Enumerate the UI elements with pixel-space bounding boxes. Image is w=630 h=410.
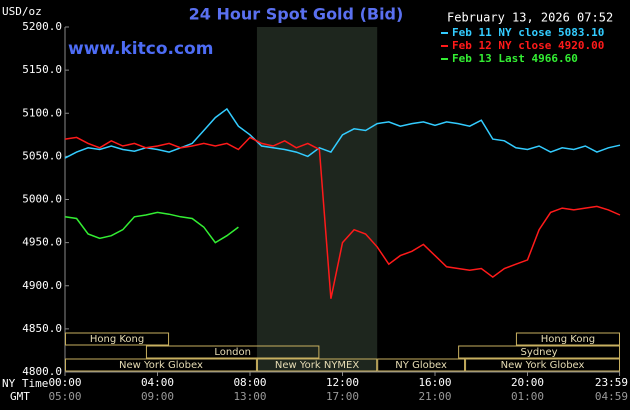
session-label: New York NYMEX: [275, 360, 360, 371]
y-tick-label: 5200.0: [22, 20, 62, 33]
x-tick-label: 12:00: [326, 376, 359, 389]
x2-tick-label: 05:00: [48, 390, 81, 403]
x-tick-label: 00:00: [48, 376, 81, 389]
y-tick-label: 5100.0: [22, 106, 62, 119]
session-box: [458, 345, 620, 359]
session-box: [65, 358, 257, 372]
session-label: New York Globex: [501, 360, 585, 371]
timestamp: February 13, 2026 07:52: [447, 11, 613, 25]
x2-tick-label: 13:00: [233, 390, 266, 403]
legend-label: Feb 11 NY close 5083.10: [452, 26, 604, 39]
session-label: Sydney: [521, 347, 558, 358]
legend-label: Feb 13 Last 4966.60: [452, 52, 578, 65]
session-label: Hong Kong: [541, 334, 595, 345]
session-label: London: [214, 347, 251, 358]
x2-axis-label: GMT: [10, 390, 30, 403]
line: [64, 107, 621, 159]
session-box: [515, 332, 620, 346]
line: [64, 136, 621, 299]
x-tick-label: 16:00: [418, 376, 451, 389]
session-box: [465, 358, 620, 372]
y-tick-label: 4900.0: [22, 279, 62, 292]
x-tick-label: 04:00: [141, 376, 174, 389]
line: [64, 211, 239, 244]
x-tick-label: 08:00: [233, 376, 266, 389]
y-tick-label: 4850.0: [22, 322, 62, 335]
y-tick-label: 4950.0: [22, 236, 62, 249]
session-box: [145, 345, 320, 359]
x2-tick-label: 17:00: [326, 390, 359, 403]
x-axis-label: NY Time: [2, 377, 48, 390]
y-tick-label: 5050.0: [22, 149, 62, 162]
site-label: www.kitco.com: [68, 39, 213, 59]
session-label: NY Globex: [395, 360, 447, 371]
x-tick-label: 23:59: [595, 376, 628, 389]
x2-tick-label: 01:00: [511, 390, 544, 403]
x2-tick-label: 04:59: [595, 390, 628, 403]
y-tick-label: 5150.0: [22, 63, 62, 76]
y-tick-label: 4800.0: [22, 365, 62, 378]
session-label: Hong Kong: [90, 334, 144, 345]
y-tick-label: 5000.0: [22, 193, 62, 206]
x2-tick-label: 09:00: [141, 390, 174, 403]
session-shade: [256, 27, 378, 372]
y-axis-label: USD/oz: [2, 5, 42, 18]
legend-label: Feb 12 NY close 4920.00: [452, 39, 604, 52]
x-tick-label: 20:00: [511, 376, 544, 389]
x2-tick-label: 21:00: [418, 390, 451, 403]
session-box: [377, 358, 466, 372]
chart-title: 24 Hour Spot Gold (Bid): [189, 5, 404, 24]
session-box: [65, 332, 170, 346]
session-label: New York Globex: [119, 360, 203, 371]
session-box: [256, 358, 378, 372]
